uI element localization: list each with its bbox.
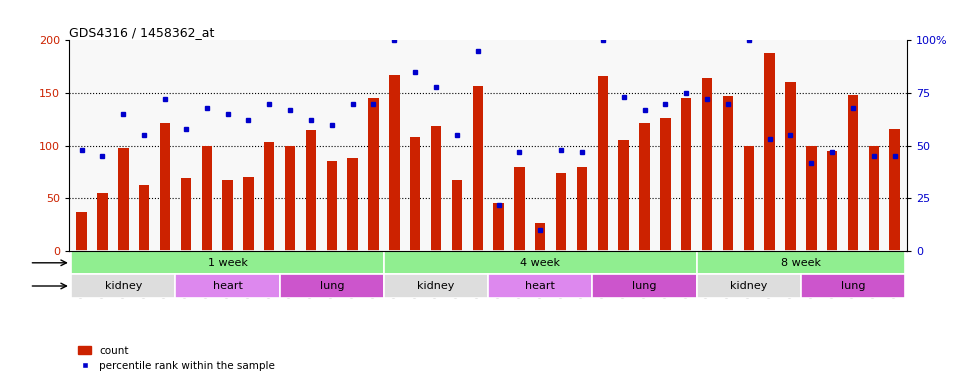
Text: kidney: kidney bbox=[418, 281, 455, 291]
Bar bbox=[764, 53, 775, 251]
Bar bbox=[806, 146, 817, 251]
Bar bbox=[176, 275, 279, 298]
Bar bbox=[869, 146, 879, 251]
Bar bbox=[451, 179, 462, 251]
Bar bbox=[723, 96, 733, 251]
Text: heart: heart bbox=[212, 281, 243, 291]
Text: heart: heart bbox=[525, 281, 555, 291]
Text: lung: lung bbox=[633, 281, 657, 291]
Bar bbox=[493, 203, 504, 251]
Text: lung: lung bbox=[841, 281, 865, 291]
Text: 1 week: 1 week bbox=[207, 258, 248, 268]
Legend: count, percentile rank within the sample: count, percentile rank within the sample bbox=[74, 341, 279, 375]
Bar bbox=[139, 185, 150, 251]
Bar bbox=[202, 146, 212, 251]
Bar bbox=[118, 148, 129, 251]
Bar bbox=[702, 78, 712, 251]
Bar bbox=[389, 75, 399, 251]
Bar bbox=[598, 76, 608, 251]
Bar bbox=[488, 275, 592, 298]
Bar bbox=[681, 98, 691, 251]
Bar bbox=[535, 223, 545, 251]
Bar bbox=[577, 167, 588, 251]
Bar bbox=[639, 122, 650, 251]
Bar bbox=[71, 275, 176, 298]
Bar bbox=[326, 161, 337, 251]
Bar bbox=[369, 98, 378, 251]
Bar bbox=[305, 130, 316, 251]
Bar bbox=[801, 275, 905, 298]
Text: kidney: kidney bbox=[730, 281, 767, 291]
Bar bbox=[848, 95, 858, 251]
Bar bbox=[592, 275, 697, 298]
Text: kidney: kidney bbox=[105, 281, 142, 291]
Bar bbox=[697, 275, 801, 298]
Bar bbox=[384, 251, 697, 275]
Bar bbox=[97, 193, 108, 251]
Bar bbox=[785, 83, 796, 251]
Bar bbox=[431, 126, 442, 251]
Bar bbox=[890, 129, 900, 251]
Text: lung: lung bbox=[320, 281, 344, 291]
Bar bbox=[410, 137, 420, 251]
Bar bbox=[223, 179, 232, 251]
Text: GDS4316 / 1458362_at: GDS4316 / 1458362_at bbox=[69, 26, 214, 39]
Text: 4 week: 4 week bbox=[520, 258, 561, 268]
Bar bbox=[285, 146, 296, 251]
Text: 8 week: 8 week bbox=[780, 258, 821, 268]
Bar bbox=[159, 122, 170, 251]
Bar bbox=[348, 159, 358, 251]
Bar bbox=[77, 212, 86, 251]
Bar bbox=[618, 141, 629, 251]
Bar bbox=[556, 173, 566, 251]
Bar bbox=[472, 86, 483, 251]
Bar bbox=[697, 251, 905, 275]
Bar bbox=[515, 167, 525, 251]
Bar bbox=[744, 146, 754, 251]
Bar bbox=[71, 251, 384, 275]
Bar bbox=[180, 179, 191, 251]
Bar bbox=[384, 275, 488, 298]
Bar bbox=[264, 142, 275, 251]
Bar bbox=[279, 275, 384, 298]
Bar bbox=[243, 177, 253, 251]
Bar bbox=[827, 151, 837, 251]
Bar bbox=[660, 118, 671, 251]
